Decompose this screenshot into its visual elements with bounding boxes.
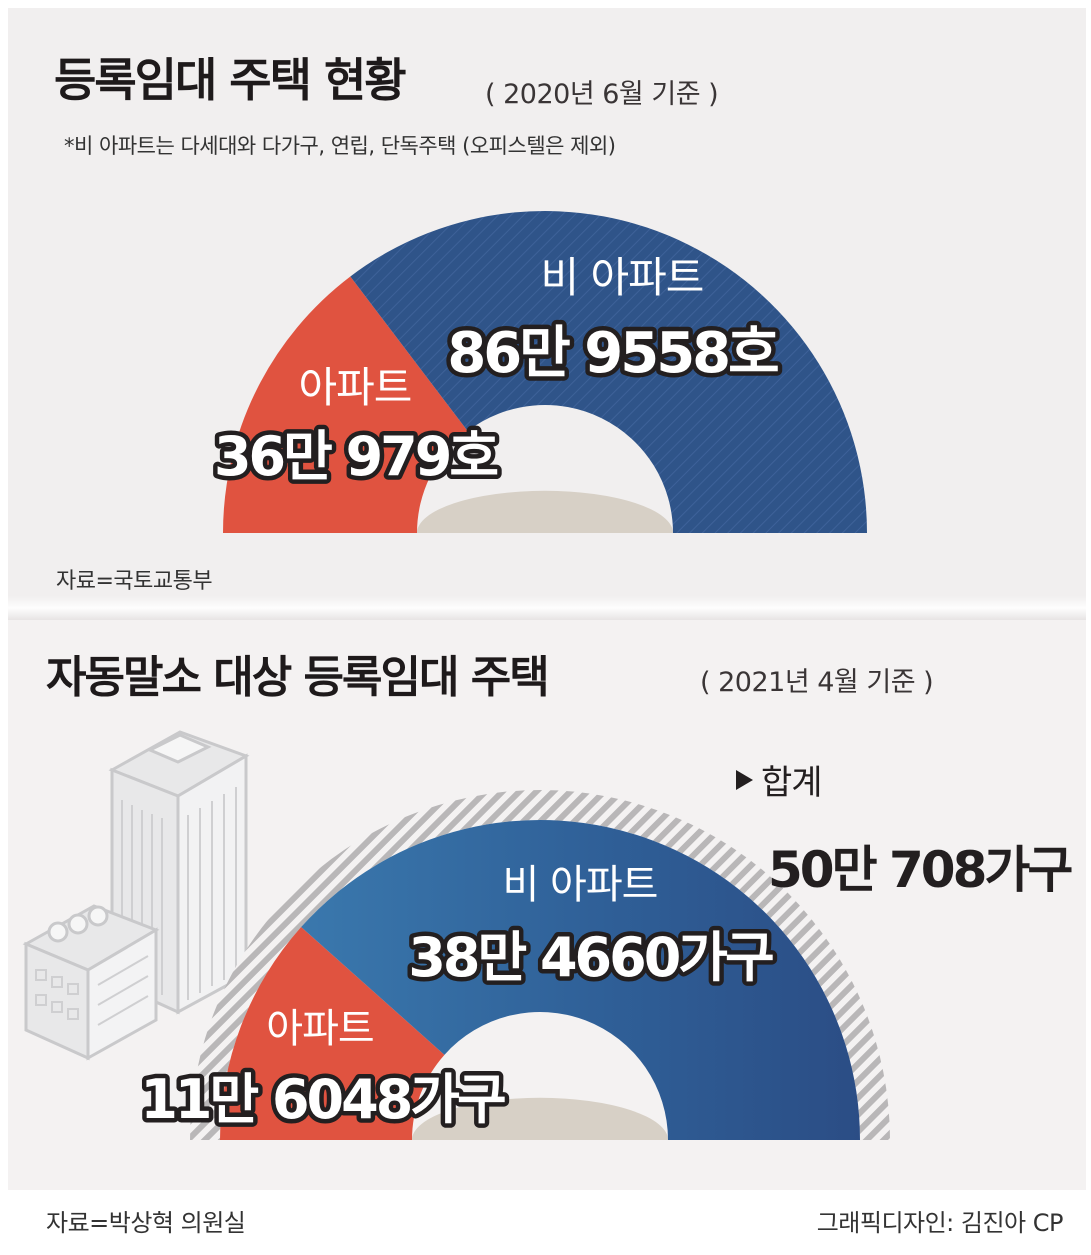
label-apartment-value-2-outline: 11만 6048가구 <box>140 1068 505 1131</box>
inner-ground <box>412 1097 668 1140</box>
label-non-apartment-value-2-outline: 38만 4660가구 <box>408 926 773 989</box>
slice-apartment <box>220 927 445 1140</box>
label-non-apartment-value-2: 38만 4660가구 <box>408 926 773 989</box>
total-label: 합계 <box>761 763 823 803</box>
label-non-apartment-category: 비 아파트 <box>541 253 704 302</box>
page-title-bottom: 자동말소 대상 등록임대 주택 <box>46 652 550 703</box>
total-label-row: 합계 <box>736 755 1070 804</box>
basis-date-top: ( 2020년 6월 기준 ) <box>485 79 719 110</box>
slice-non-apartment <box>350 211 868 533</box>
label-non-apartment-category-2: 비 아파트 <box>503 862 658 908</box>
label-non-apartment-value-outline: 86만 9558호 <box>447 321 778 386</box>
building-illustration <box>22 730 250 1061</box>
paper-fold <box>8 596 1086 620</box>
label-apartment-value-2: 11만 6048가구 <box>140 1068 505 1131</box>
total-value: 50만 708가구 <box>768 841 1073 899</box>
footnote: *비 아파트는 다세대와 다가구, 연립, 단독주택 (오피스텔은 제외) <box>64 134 616 158</box>
inner-ground <box>417 490 673 533</box>
source-top: 자료=국토교통부 <box>56 569 213 594</box>
label-apartment-value: 36만 979호 <box>214 425 497 488</box>
graphic-credit: 그래픽디자인: 김진아 CP <box>816 1209 1064 1237</box>
slice-non-apartment <box>301 820 860 1140</box>
label-non-apartment-value: 86만 9558호 <box>447 321 778 386</box>
source-bottom: 자료=박상혁 의원실 <box>46 1209 246 1237</box>
label-apartment-category: 아파트 <box>299 363 412 412</box>
page-title-top: 등록임대 주택 현황 <box>54 53 407 107</box>
label-apartment-value-outline: 36만 979호 <box>214 425 497 488</box>
total-callout: 합계 50만 708가구 <box>736 755 1073 902</box>
basis-date-bottom: ( 2021년 4월 기준 ) <box>700 667 934 698</box>
triangle-right-icon <box>736 769 753 790</box>
label-apartment-category-2: 아파트 <box>266 1006 373 1052</box>
slice-apartment <box>223 276 468 533</box>
